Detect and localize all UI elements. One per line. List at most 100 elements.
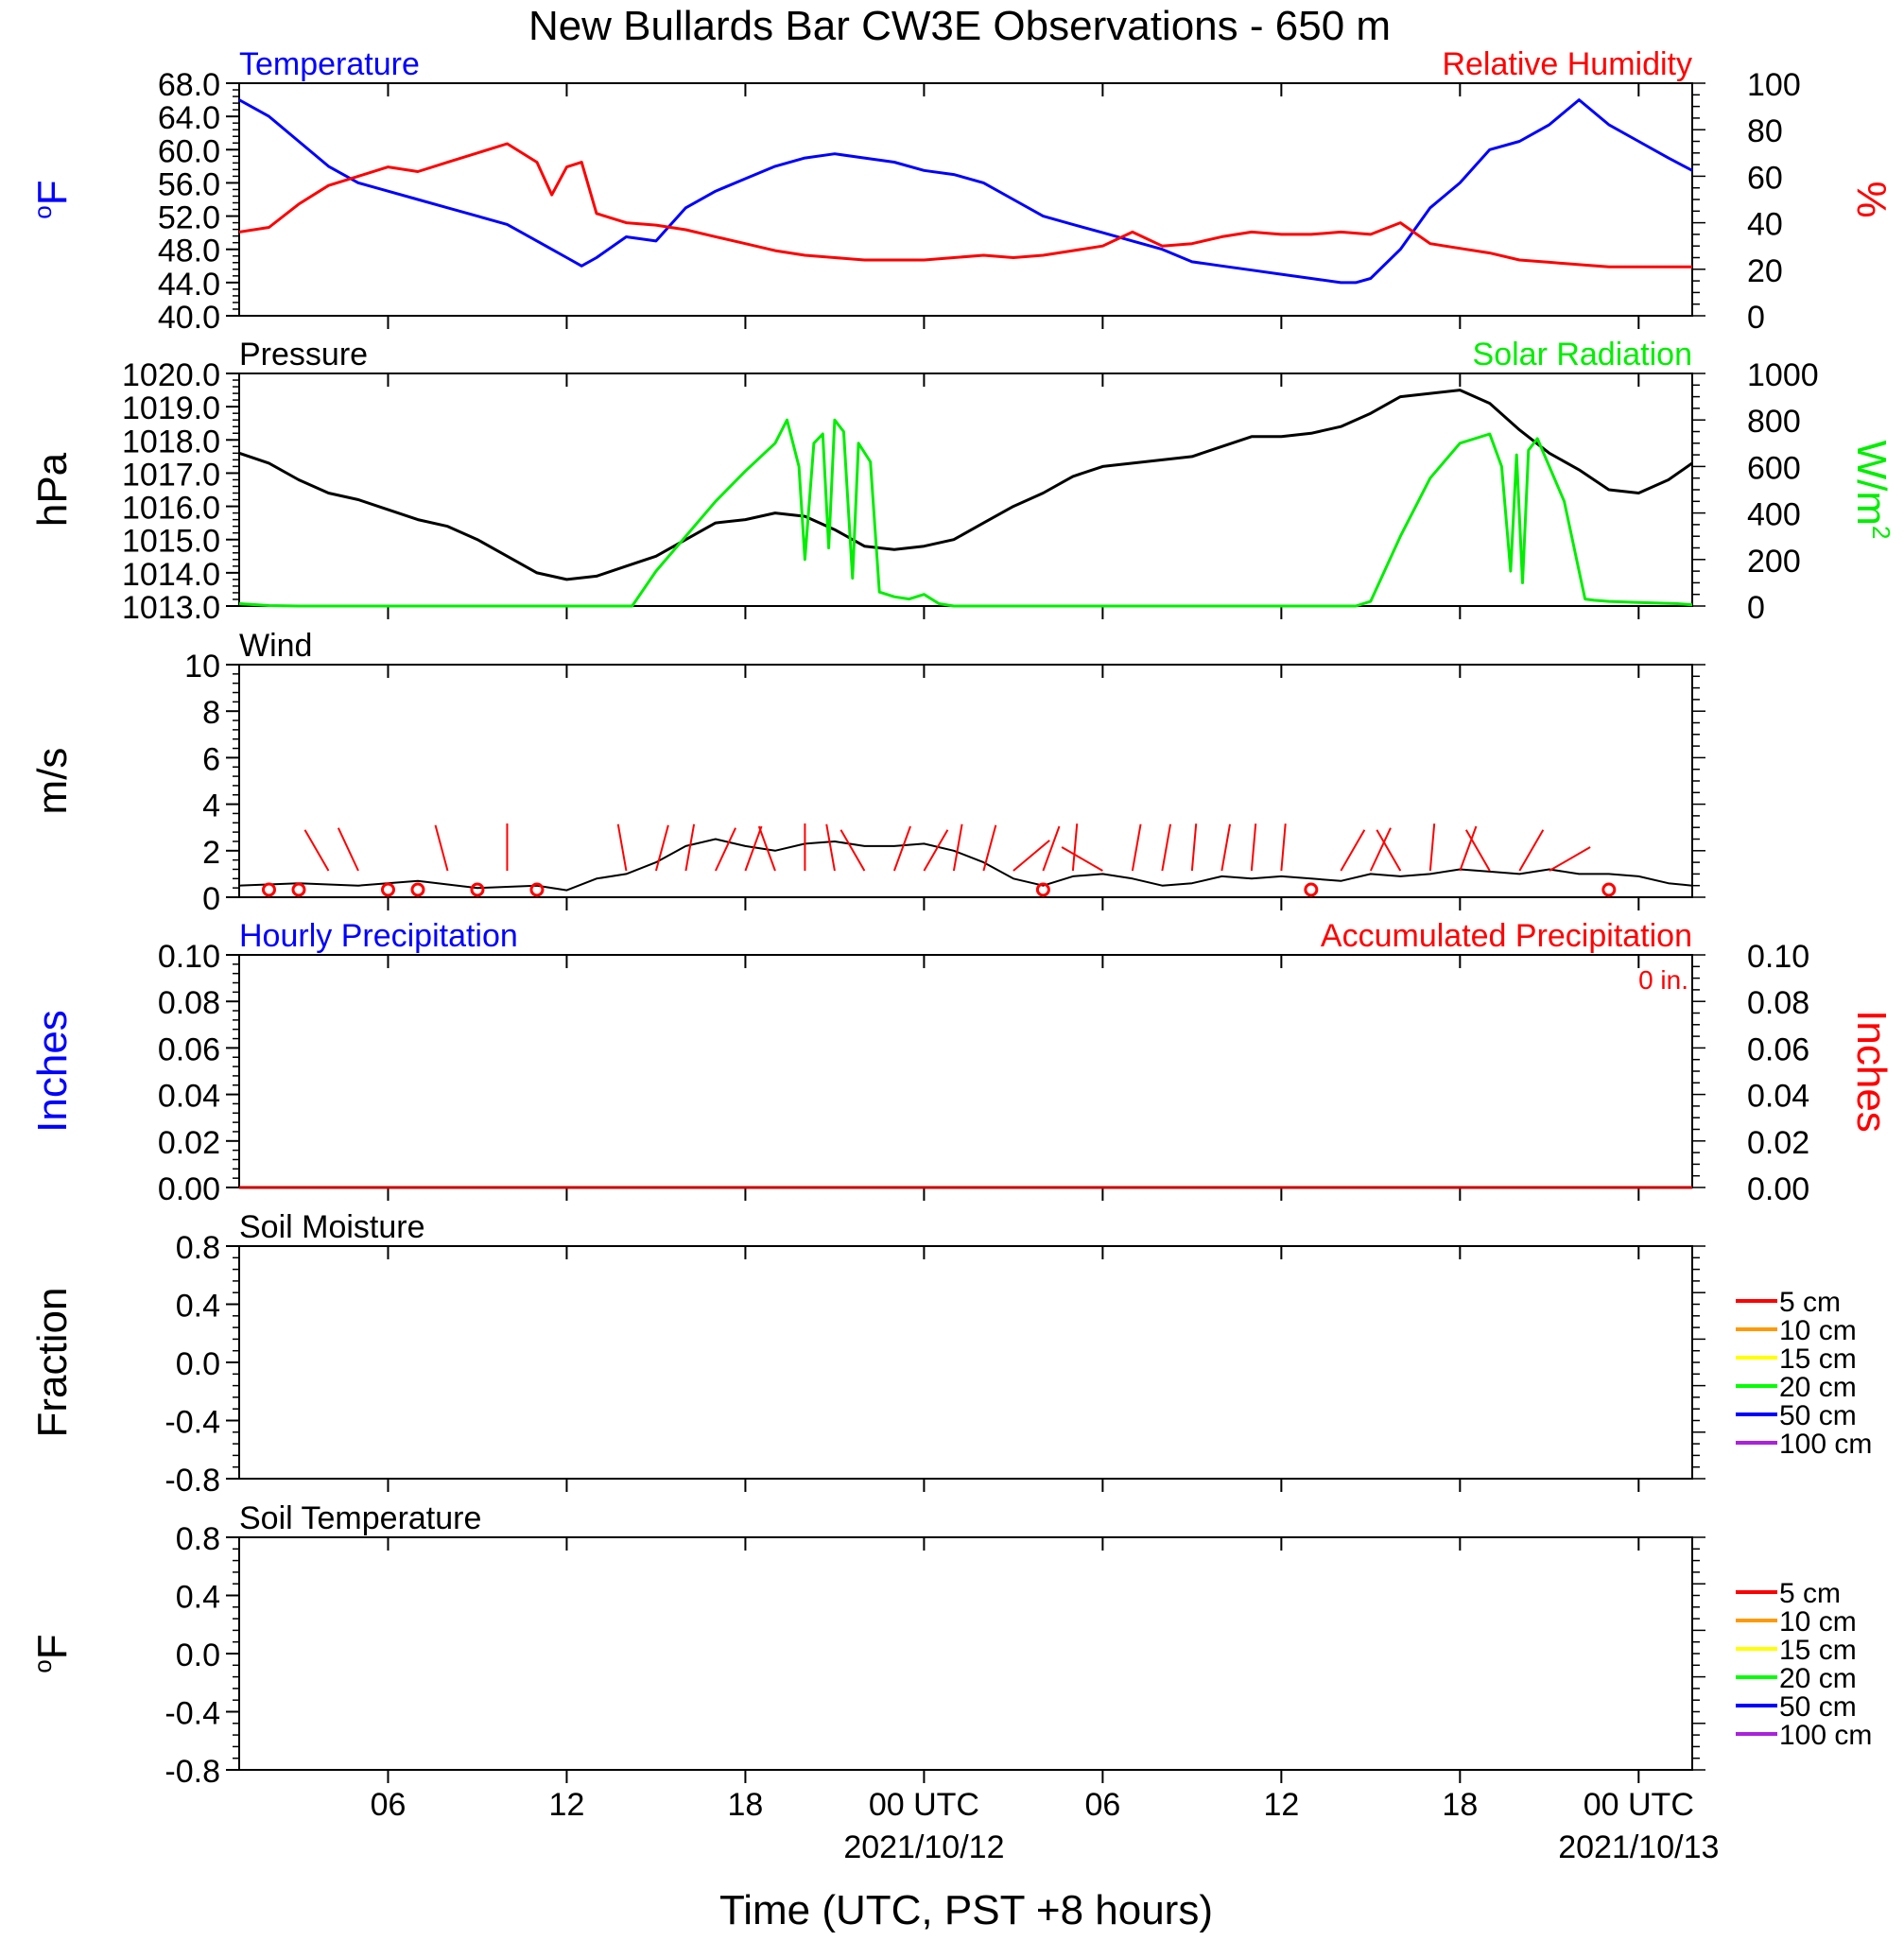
series-pressure [238,389,1693,581]
y-axis-label-left: Inches [29,1010,76,1133]
x-tick-label: 06 [1084,1787,1120,1823]
wind-barb [1549,846,1591,872]
y-right-tick-label: 1000 [1747,357,1819,393]
y-tick-label: 44.0 [158,267,220,303]
panel-title-left: Pressure [239,337,368,373]
y-tick-label: 0.8 [176,1230,220,1266]
legend-label: 50 cm [1779,1691,1857,1723]
y-right-tick-label: 20 [1747,253,1783,289]
y-tick-label: 40.0 [158,300,220,336]
y-tick-label: 52.0 [158,200,220,236]
wind-barb [303,829,330,872]
y-right-tick-label: 0.08 [1747,985,1809,1021]
wind-barb [1220,823,1232,872]
x-tick-label: 18 [728,1787,764,1823]
panel-pressure-solar: 1020.01019.01018.01017.01016.01015.01014… [29,337,1895,626]
y-axis-label-right: Inches [1848,1010,1895,1133]
y-tick-label: 48.0 [158,234,220,269]
wind-barb [1161,823,1172,872]
panel-frame [238,954,1693,1188]
legend-label: 5 cm [1779,1287,1841,1318]
x-tick-label: 18 [1442,1787,1478,1823]
y-tick-label: 1018.0 [122,424,220,459]
calm-wind-circle [1601,882,1617,897]
y-tick-label: -0.8 [164,1463,220,1499]
x-tick-label: 06 [371,1787,407,1823]
panel-title-left: Temperature [239,46,420,82]
legend-label: 50 cm [1779,1400,1857,1431]
y-tick-label: 68.0 [158,67,220,103]
calm-wind-circle [410,882,425,897]
y-tick-label: 0.00 [158,1171,220,1207]
legend-label: 10 cm [1779,1315,1857,1346]
y-right-tick-label: 0.10 [1747,939,1809,975]
y-tick-label: 4 [202,789,220,824]
panels: 68.064.060.056.052.048.044.040.010080604… [28,46,1895,1790]
y-tick-label: 8 [202,695,220,731]
y-axis-label-left: m/s [29,748,76,815]
y-axis-label-left: hPa [29,452,76,527]
y-tick-label: 0.02 [158,1125,220,1161]
legend-label: 15 cm [1779,1343,1857,1375]
legend-label: 100 cm [1779,1429,1872,1460]
y-tick-label: 0.0 [176,1638,220,1673]
y-tick-label: 1014.0 [122,557,220,593]
legend-label: 20 cm [1779,1663,1857,1694]
wind-barb [1061,846,1103,872]
panel-title-right: Relative Humidity [1442,46,1692,82]
y-tick-label: 0.4 [176,1580,220,1616]
y-axis-label-right: % [1848,181,1895,217]
y-right-tick-label: 40 [1747,207,1783,243]
legend-label: 20 cm [1779,1372,1857,1403]
y-tick-label: 0.8 [176,1521,220,1557]
y-right-tick-label: 0.06 [1747,1031,1809,1067]
wind-barb [337,827,359,872]
chart-title: New Bullards Bar CW3E Observations - 650… [528,3,1391,49]
y-right-tick-label: 600 [1747,450,1801,486]
calm-wind-circle [380,882,395,897]
x-tick-label: 12 [549,1787,585,1823]
panel-temp-rh: 68.064.060.056.052.048.044.040.0 100 80 60 4… [28,46,1895,336]
y-right-tick-label: 100 [1747,67,1801,103]
wind-barb [744,825,763,872]
wind-barb [1340,829,1366,872]
x-tick-label: 00 UTC [869,1787,979,1823]
y-tick-label: 0.08 [158,985,220,1021]
wind-barb [434,824,449,872]
calm-wind-circle [529,882,545,897]
wind-barb [684,823,696,872]
panel-wind: 10 8 6 4 2 0 Wind m/s [29,628,1705,917]
wind-barb [1131,823,1142,872]
y-right-tick-label: 800 [1747,404,1801,440]
y-tick-label: 0.06 [158,1031,220,1067]
y-tick-label: 1020.0 [122,357,220,393]
y-tick-label: 6 [202,741,220,777]
y-tick-label: -0.4 [164,1405,220,1441]
panel-frame [238,1245,1693,1480]
accumulation-label: 0 in. [1638,965,1688,995]
panel-title-left: Wind [239,628,312,664]
calm-wind-circle [261,882,276,897]
wind-barb [757,825,776,872]
y-tick-label: 0.0 [176,1346,220,1382]
y-right-tick-label: 0 [1747,300,1765,336]
x-tick-label: 00 UTC [1584,1787,1694,1823]
wind-barb [1376,829,1402,872]
wind-barb [1250,823,1257,872]
y-tick-label: 1017.0 [122,457,220,493]
x-date-label: 2021/10/13 [1558,1829,1719,1865]
x-axis: 06 12 18 00 UTC 2021/10/12 06 12 18 00 UTC 2021/1… [371,1787,1720,1865]
panel-frame [238,373,1693,607]
panel-soil-moisture: 0.8 0.4 0.0 -0.4 -0.8 Soil Moisture Fraction 5 … [29,1209,1872,1499]
legend-label: 15 cm [1779,1635,1857,1666]
y-tick-label: 0.4 [176,1289,220,1325]
y-right-tick-label: 200 [1747,544,1801,580]
wind-barb [1518,829,1545,872]
x-tick-label: 12 [1263,1787,1299,1823]
y-tick-label: -0.8 [164,1754,220,1790]
panel-title-left: Soil Temperature [239,1500,481,1536]
y-tick-label: 0.04 [158,1079,220,1115]
y-tick-label: 1016.0 [122,491,220,527]
